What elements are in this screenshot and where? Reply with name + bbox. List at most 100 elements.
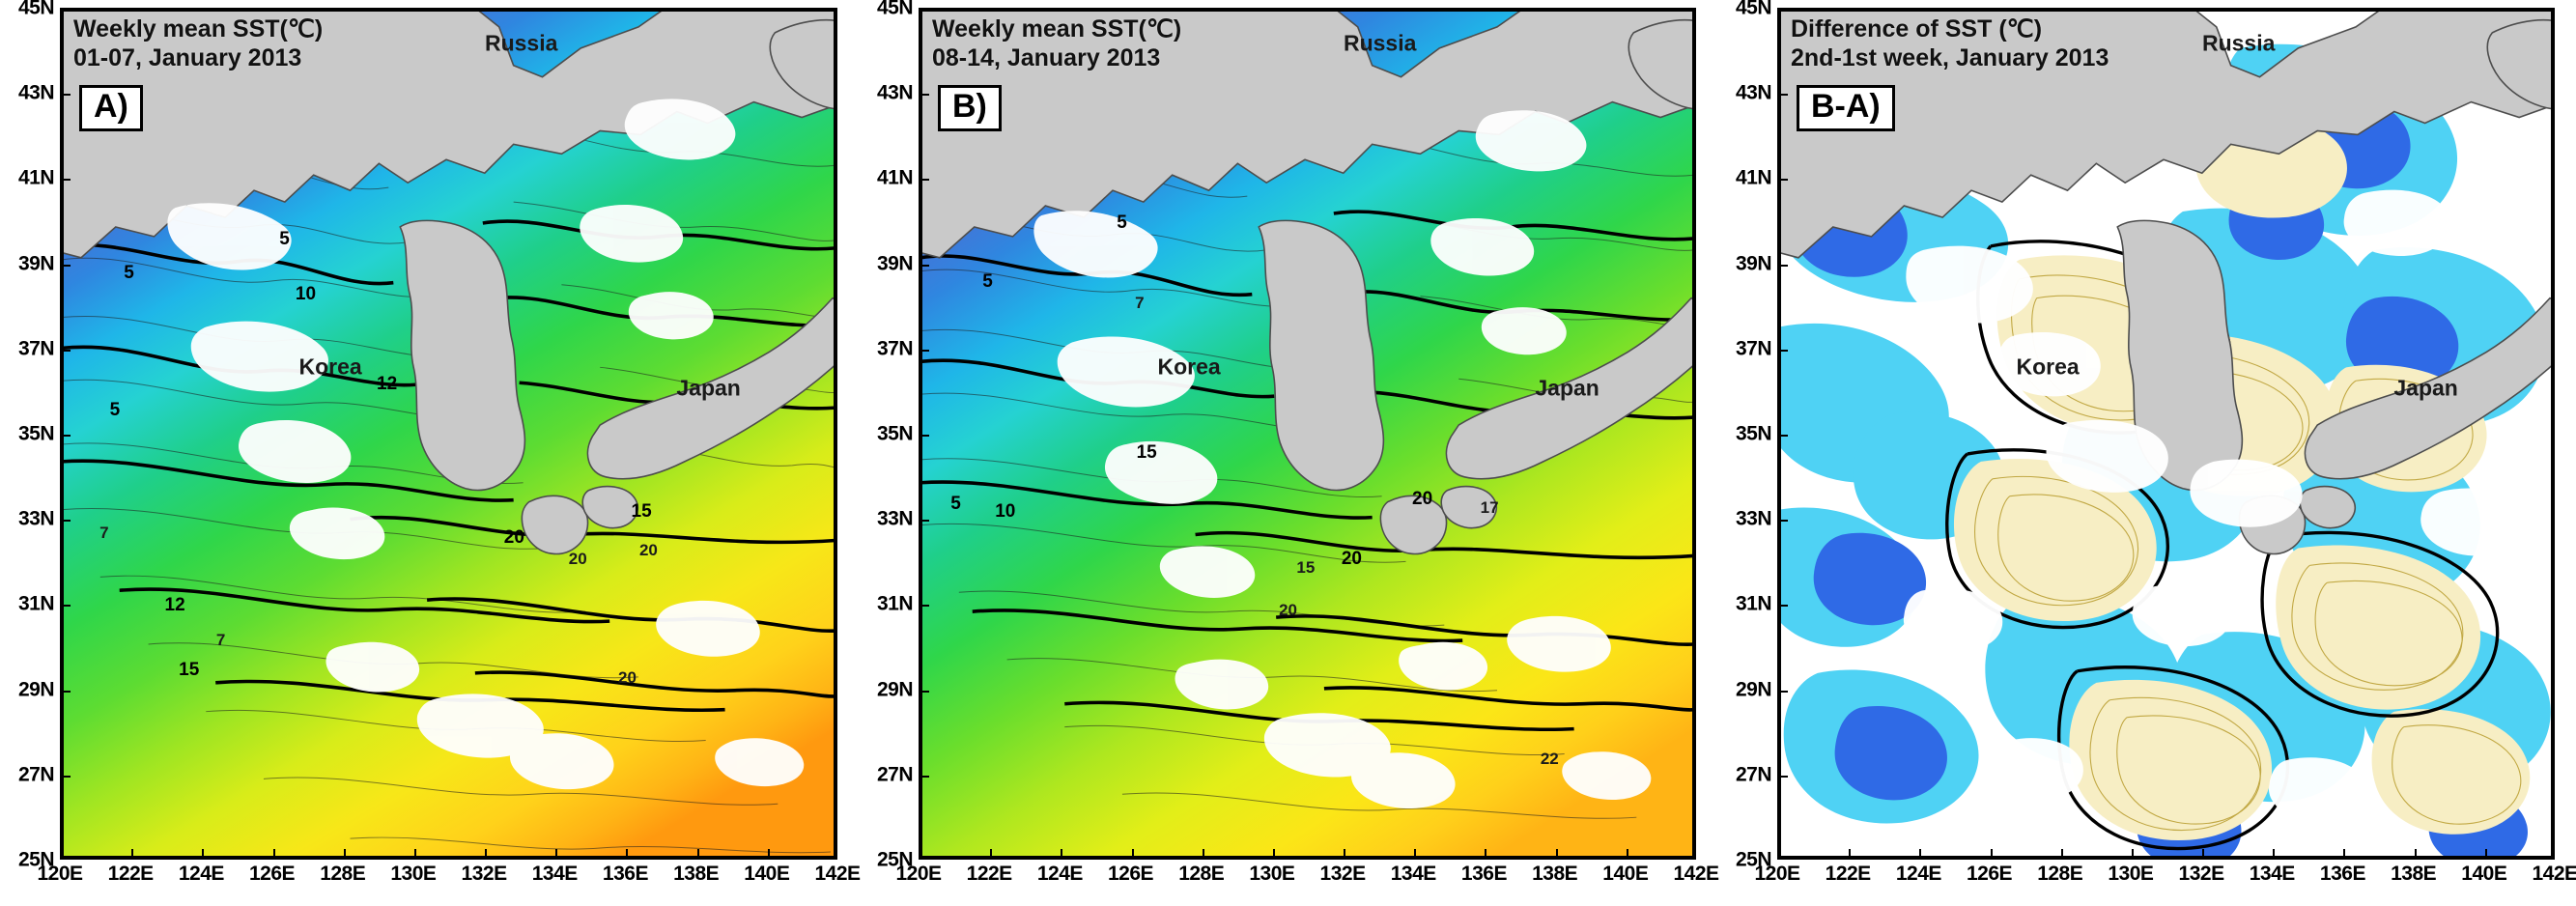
y-tick-label: 45N — [1735, 0, 1772, 19]
x-tick-label: 132E — [1319, 863, 1367, 885]
x-tick-mark — [1061, 849, 1063, 858]
x-tick-label: 140E — [1602, 863, 1649, 885]
contour-label: 10 — [995, 501, 1016, 523]
contour-label: 17 — [1480, 497, 1499, 517]
y-tick-label: 39N — [876, 252, 914, 275]
x-tick-mark — [485, 849, 488, 858]
contour-label: 12 — [164, 595, 185, 616]
y-tick-mark — [62, 264, 71, 267]
y-tick-mark — [62, 10, 71, 11]
x-tick-mark — [696, 849, 699, 858]
y-tick-mark — [1779, 179, 1788, 182]
x-tick-label: 124E — [1895, 863, 1942, 885]
y-tick-mark — [1779, 94, 1788, 97]
y-tick-label: 43N — [1735, 81, 1772, 104]
geo-label-japan: Japan — [1535, 375, 1599, 401]
x-tick-mark — [2414, 849, 2417, 858]
y-tick-mark — [920, 775, 929, 778]
geo-label-russia: Russia — [2201, 30, 2276, 56]
panel-a: 45N 43N 41N 39N 37N 35N 33N 31N 29N 27N 25N — [0, 0, 861, 906]
x-tick-label: 140E — [744, 863, 790, 885]
panel-b-minus-a: 45N 43N 41N 39N 37N 35N 33N 31N 29N 27N 25N — [1717, 0, 2576, 906]
y-tick-mark — [920, 605, 929, 608]
y-tick-mark — [62, 520, 71, 523]
y-tick-label: 25N — [1735, 848, 1772, 871]
x-tick-label: 134E — [1390, 863, 1437, 885]
x-tick-mark — [2273, 849, 2276, 858]
contour-label: 5 — [109, 399, 121, 420]
y-tick-mark — [62, 775, 71, 778]
x-tick-mark — [1344, 849, 1346, 858]
panel-b-title: Weekly mean SST(℃) 08-14, January 2013 — [932, 15, 1182, 71]
y-tick-label: 31N — [1735, 592, 1772, 615]
x-tick-mark — [413, 849, 416, 858]
panel-a-y-axis: 45N 43N 41N 39N 37N 35N 33N 31N 29N 27N 25N — [0, 0, 58, 870]
x-tick-mark — [343, 849, 346, 858]
x-tick-mark — [1555, 849, 1558, 858]
x-tick-mark — [626, 849, 629, 858]
y-tick-label: 29N — [876, 678, 914, 701]
x-tick-mark — [1131, 849, 1134, 858]
geo-label-japan: Japan — [2393, 375, 2458, 401]
y-tick-mark — [920, 690, 929, 693]
x-tick-label: 136E — [1460, 863, 1508, 885]
y-tick-mark — [1779, 264, 1788, 267]
contour-label: 5 — [1117, 212, 1127, 233]
y-tick-mark — [920, 10, 929, 11]
x-tick-label: 126E — [1967, 863, 2013, 885]
geo-label-korea: Korea — [1157, 354, 1221, 380]
x-tick-mark — [1849, 849, 1852, 858]
contour-label: 20 — [617, 668, 637, 688]
y-tick-mark — [62, 179, 71, 182]
contour-label: 15 — [1296, 557, 1316, 577]
x-tick-mark — [62, 849, 63, 858]
contour-label: 7 — [1135, 294, 1145, 313]
x-tick-label: 142E — [814, 863, 861, 885]
contour-label: 22 — [1540, 750, 1559, 769]
contour-label: 5 — [124, 263, 134, 284]
contour-label: 20 — [1341, 548, 1362, 569]
x-tick-mark — [202, 849, 205, 858]
x-tick-mark — [920, 849, 921, 858]
y-tick-label: 41N — [1735, 166, 1772, 189]
x-tick-mark — [131, 849, 134, 858]
y-tick-label: 25N — [17, 848, 55, 871]
contour-label: 20 — [568, 549, 587, 568]
y-tick-mark — [920, 520, 929, 523]
x-tick-mark — [2060, 849, 2063, 858]
y-tick-mark — [62, 605, 71, 608]
x-tick-label: 130E — [1249, 863, 1295, 885]
contour-label: 20 — [638, 541, 658, 560]
y-tick-label: 31N — [876, 592, 914, 615]
x-tick-mark — [1272, 849, 1275, 858]
y-tick-label: 41N — [17, 166, 55, 189]
panel-a-title: Weekly mean SST(℃) 01-07, January 2013 — [73, 15, 324, 71]
contour-label: 20 — [1412, 489, 1433, 510]
panel-a-tag: A) — [79, 85, 143, 131]
x-tick-label: 124E — [1036, 863, 1084, 885]
x-tick-mark — [767, 849, 770, 858]
x-tick-mark — [1779, 849, 1780, 858]
geo-label-japan: Japan — [676, 375, 741, 401]
x-tick-mark — [2202, 849, 2205, 858]
y-tick-label: 33N — [876, 507, 914, 530]
x-tick-mark — [1919, 849, 1922, 858]
x-tick-label: 126E — [1108, 863, 1154, 885]
y-tick-label: 29N — [1735, 678, 1772, 701]
x-tick-mark — [990, 849, 993, 858]
y-tick-mark — [1779, 775, 1788, 778]
geo-label-korea: Korea — [298, 354, 362, 380]
contour-label: 15 — [631, 501, 652, 523]
y-tick-mark — [920, 179, 929, 182]
y-tick-mark — [920, 349, 929, 352]
x-tick-label: 142E — [2532, 863, 2576, 885]
panel-ba-tag: B-A) — [1797, 85, 1895, 131]
y-tick-mark — [920, 435, 929, 437]
y-tick-mark — [62, 435, 71, 437]
x-tick-label: 128E — [320, 863, 366, 885]
x-tick-mark — [1485, 849, 1487, 858]
x-tick-mark — [1626, 849, 1628, 858]
y-tick-label: 27N — [17, 763, 55, 786]
geo-label-russia: Russia — [1343, 30, 1417, 56]
